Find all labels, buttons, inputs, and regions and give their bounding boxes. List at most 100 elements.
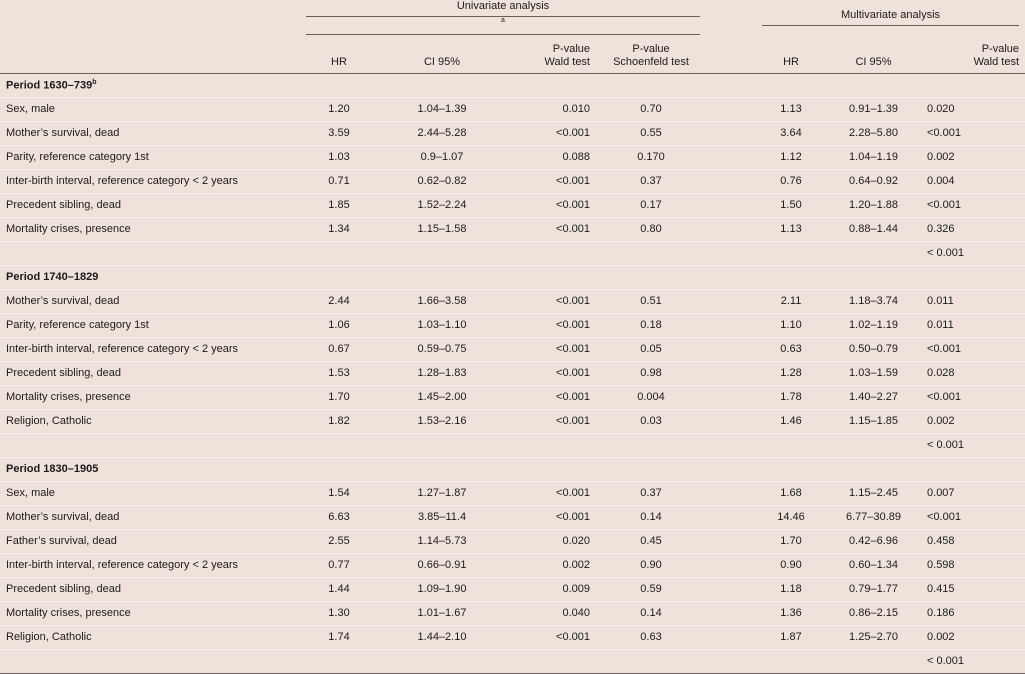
hr-cell: 0.71 (328, 175, 350, 188)
variable-label-cell: Mother’s survival, dead (6, 295, 120, 308)
pvalue-wald-cell: <0.001 (556, 367, 590, 380)
period-header-row: Period 1630–739b (0, 73, 1025, 98)
period-title: Period 1830–1905 (0, 457, 1025, 481)
multi-pvalue-wald-cell: <0.001 (927, 127, 961, 140)
multi-hr-cell: 1.10 (780, 319, 802, 332)
empty-cell (826, 241, 921, 265)
table-row: Precedent sibling, dead 1.85 1.52–2.24 <0.0… (0, 193, 1025, 218)
spacer-cell (706, 217, 756, 241)
pvalue-schoenfeld-cell: 0.63 (640, 631, 662, 644)
multi-ci-cell: 2.28–5.80 (849, 127, 898, 140)
empty-cell (300, 433, 378, 457)
multi-pvalue-wald-cell: 0.458 (927, 535, 955, 548)
multi-pvalue-wald-column-header: P-value Wald test (921, 35, 1025, 74)
multi-ci-cell: 1.40–2.27 (849, 391, 898, 404)
multi-ci-cell: 6.77–30.89 (845, 511, 902, 524)
multivariate-label: Multivariate analysis (762, 9, 1020, 26)
table-row: Precedent sibling, dead 1.44 1.09–1.90 0.00… (0, 577, 1025, 602)
multi-pvalue-wald-cell: 0.326 (927, 223, 955, 236)
hr-cell: 1.06 (328, 319, 350, 332)
empty-cell (378, 241, 506, 265)
hr-column-header: HR (331, 55, 347, 68)
multi-pvalue-wald-cell: 0.020 (927, 103, 955, 116)
pvalue-schoenfeld-cell: 0.03 (640, 415, 662, 428)
pvalue-wald-cell: <0.001 (556, 223, 590, 236)
ci-cell: 1.09–1.90 (417, 583, 467, 596)
multi-pvalue-wald-cell: 0.028 (927, 367, 955, 380)
spacer-cell (706, 601, 756, 625)
pvalue-wald-cell: 0.088 (562, 151, 590, 164)
variable-label-cell: Parity, reference category 1st (6, 319, 149, 332)
empty-cell (0, 241, 300, 265)
spacer-cell (706, 97, 756, 121)
empty-cell (596, 241, 706, 265)
pvalue-wald-cell: <0.001 (556, 319, 590, 332)
pvalue-wald-cell: <0.001 (556, 343, 590, 356)
multi-pvalue-wald-cell: <0.001 (927, 511, 961, 524)
ci-cell: 1.01–1.67 (417, 607, 467, 620)
pvalue-wald-cell: <0.001 (556, 295, 590, 308)
multivariate-header: Multivariate analysis (756, 0, 1025, 35)
table-row: Mother’s survival, dead 6.63 3.85–11.4 <0.0… (0, 505, 1025, 530)
multi-pvalue-wald-cell: <0.001 (927, 343, 961, 356)
ci-cell: 2.44–5.28 (417, 127, 467, 140)
multi-pvalue-wald-cell: 0.002 (927, 151, 955, 164)
pvalue-schoenfeld-cell: 0.59 (640, 583, 662, 596)
table-row: Inter-birth interval, reference category… (0, 337, 1025, 362)
spacer-cell (706, 289, 756, 313)
multi-pvalue-wald-cell: <0.001 (927, 391, 961, 404)
spacer-column-header (706, 35, 756, 74)
multi-ci-cell: 0.88–1.44 (849, 223, 898, 236)
pvalue-schoenfeld-cell: 0.55 (640, 127, 662, 140)
spacer-cell (706, 505, 756, 529)
variable-label-cell: Inter-birth interval, reference category… (6, 559, 239, 572)
pvalue-wald-cell: <0.001 (556, 175, 590, 188)
multi-hr-cell: 1.13 (780, 103, 802, 116)
multi-ci-cell: 1.18–3.74 (849, 295, 898, 308)
multi-pvalue-wald-cell: 0.004 (927, 175, 955, 188)
pvalue-wald-cell: 0.040 (562, 607, 590, 620)
empty-cell (506, 433, 596, 457)
multi-ci-cell: 1.15–1.85 (849, 415, 898, 428)
table-row: Precedent sibling, dead 1.53 1.28–1.83 <0.0… (0, 361, 1025, 386)
pvalue-schoenfeld-cell: 0.05 (640, 343, 662, 356)
pvalue-wald-cell: 0.002 (562, 559, 590, 572)
pvalue-wald-line2: Wald test (544, 55, 590, 68)
empty-cell (706, 649, 756, 673)
table-row: Sex, male 1.20 1.04–1.39 0.010 0.70 1.13 0.91–… (0, 97, 1025, 122)
pvalue-schoenfeld-cell: 0.90 (640, 559, 662, 572)
spacer-cell (706, 121, 756, 145)
table-row: Inter-birth interval, reference category… (0, 553, 1025, 578)
pvalue-wald-cell: <0.001 (556, 631, 590, 644)
spacer-cell (706, 385, 756, 409)
univariate-label: Univariate analysis (306, 0, 701, 17)
variable-label-cell: Inter-birth interval, reference category… (6, 343, 239, 356)
variable-label-cell: Precedent sibling, dead (6, 199, 121, 212)
table-row: Religion, Catholic 1.74 1.44–2.10 <0.001 0.6… (0, 625, 1025, 650)
multi-hr-cell: 2.11 (780, 295, 802, 308)
table-row: Inter-birth interval, reference category… (0, 169, 1025, 194)
univariate-header: Univariate analysis a (300, 0, 706, 35)
overall-pvalue-cell: < 0.001 (927, 439, 965, 452)
spacer-cell (706, 145, 756, 169)
ci-cell: 1.14–5.73 (417, 535, 467, 548)
table-row: Father’s survival, dead 2.55 1.14–5.73 0.02… (0, 529, 1025, 554)
multi-hr-cell: 1.13 (780, 223, 802, 236)
empty-cell (378, 433, 506, 457)
spacer-cell (706, 529, 756, 553)
multi-pvalue-wald-cell: 0.186 (927, 607, 955, 620)
multi-hr-cell: 1.28 (780, 367, 802, 380)
multi-hr-cell: 1.18 (780, 583, 802, 596)
empty-cell (826, 433, 921, 457)
ci-cell: 1.52–2.24 (417, 199, 467, 212)
table-row: Mother’s survival, dead 2.44 1.66–3.58 <0.0… (0, 289, 1025, 314)
empty-cell (300, 649, 378, 673)
spacer-cell (706, 193, 756, 217)
empty-cell (596, 433, 706, 457)
pvalue-wald-cell: <0.001 (556, 199, 590, 212)
multi-ci-column-header: CI 95% (855, 55, 892, 68)
multi-hr-cell: 0.76 (780, 175, 802, 188)
hr-cell: 3.59 (328, 127, 350, 140)
pvalue-schoenfeld-cell: 0.98 (640, 367, 662, 380)
